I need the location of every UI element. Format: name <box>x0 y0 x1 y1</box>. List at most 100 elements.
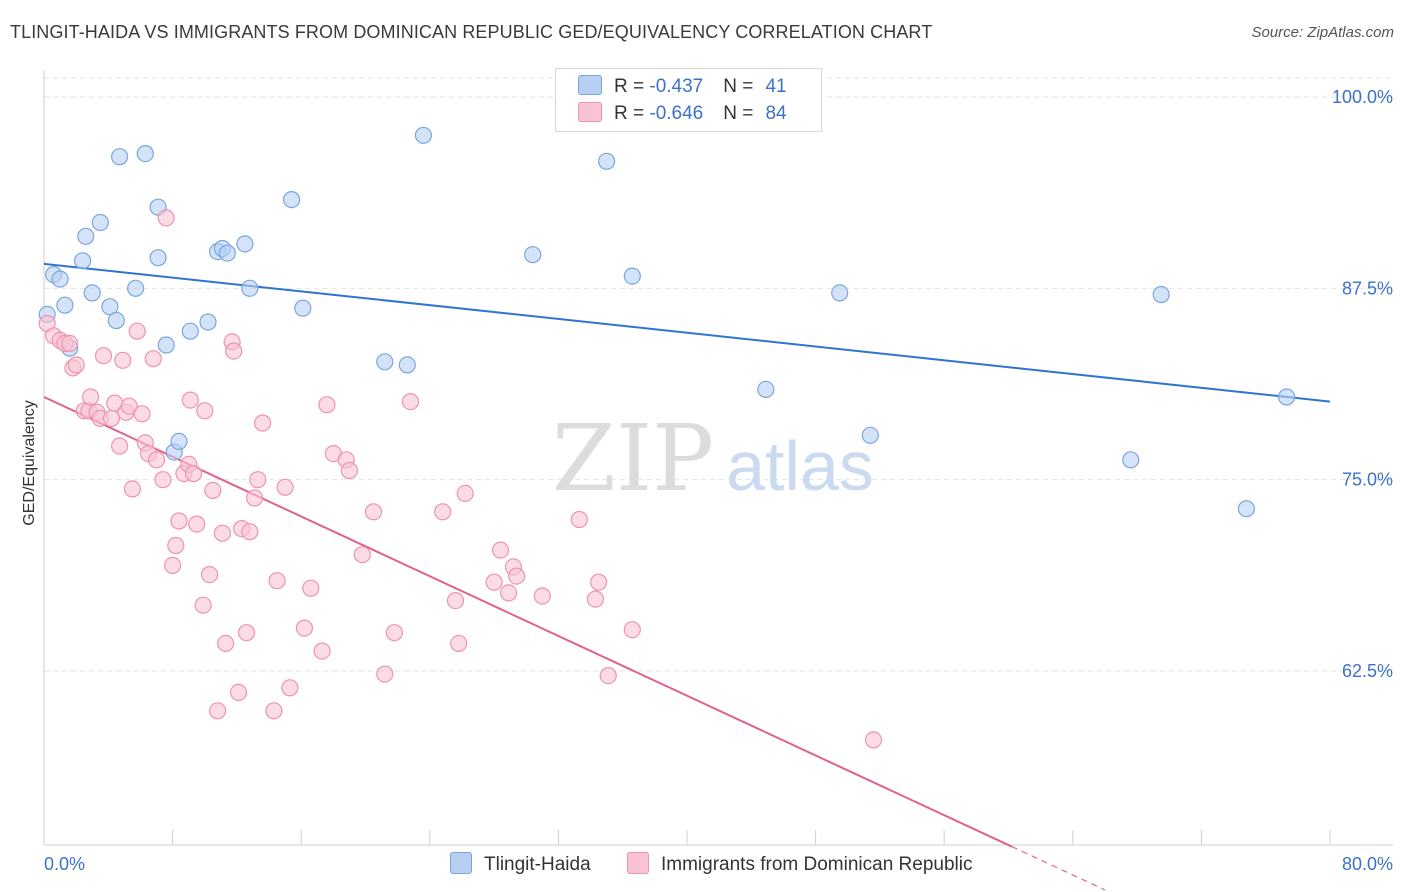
dominican-point <box>364 503 383 521</box>
legend-row-dominican: R = -0.646 N = 84 <box>578 102 787 125</box>
source-credit: Source: ZipAtlas.com <box>1251 24 1394 41</box>
dominican-point <box>194 596 212 614</box>
tlingit-point <box>101 298 119 316</box>
dominican-point <box>281 679 299 697</box>
dominican-point <box>446 591 465 610</box>
legend: R = -0.437 N = 41 R = -0.646 N = 84 <box>555 68 822 132</box>
bottom-legend-swatch-blue <box>450 852 472 874</box>
tlingit-point <box>376 353 394 371</box>
tlingit-point <box>236 235 254 253</box>
watermark-atlas: atlas <box>726 427 874 505</box>
dominican-point <box>434 503 452 521</box>
dominican-point <box>184 464 203 483</box>
dominican-point <box>507 567 526 585</box>
y-axis-label: GED/Equivalency <box>21 400 38 525</box>
dominican-point <box>401 393 420 411</box>
legend-n-value: 84 <box>765 103 787 124</box>
tlingit-point <box>73 252 92 270</box>
tlingit-point <box>110 148 129 166</box>
dominican-point <box>599 666 617 685</box>
dominican-point <box>353 546 371 564</box>
legend-r-label: R = <box>614 76 650 97</box>
tlingit-point <box>181 322 199 340</box>
dominican-point <box>295 619 313 637</box>
data-points <box>38 126 1296 749</box>
bottom-legend-dominican: Immigrants from Dominican Republic <box>627 852 973 876</box>
tlingit-point <box>283 191 301 209</box>
tlingit-point <box>157 336 175 354</box>
tlingit-point <box>199 313 217 331</box>
dominican-point <box>864 731 883 749</box>
dominican-point <box>302 579 320 597</box>
dominican-point <box>340 461 358 480</box>
dominican-point <box>623 621 641 639</box>
tlingit-point <box>91 213 109 232</box>
legend-r-value: -0.437 <box>649 76 704 97</box>
y-tick-label: 75.0% <box>1342 470 1393 490</box>
watermark-zip: ZIP <box>552 405 714 512</box>
tlingit-point <box>294 299 312 317</box>
tlingit-point <box>831 284 849 302</box>
dominican-point <box>313 642 331 660</box>
tlingit-point <box>136 145 154 163</box>
tlingit-point <box>51 270 69 288</box>
tlingit-point <box>149 249 167 267</box>
dominican-point <box>268 572 286 590</box>
dominican-point <box>225 342 243 360</box>
legend-n-label: N = <box>723 103 759 124</box>
dominican-point <box>181 391 199 409</box>
tlingit-point <box>1277 388 1296 406</box>
dominican-point <box>94 347 113 365</box>
x-tick-label: 0.0% <box>44 854 85 874</box>
tlingit-point <box>1152 285 1170 304</box>
watermark: ZIP atlas <box>552 405 874 512</box>
dominican-point <box>500 584 518 602</box>
dominican-trend-line <box>43 396 1013 848</box>
tlingit-point <box>83 284 101 302</box>
tlingit-point <box>241 279 259 297</box>
dominican-point <box>61 334 79 352</box>
dominican-point <box>209 702 227 720</box>
tlingit-point <box>623 267 641 285</box>
legend-swatch-pink <box>578 102 602 122</box>
dominican-point <box>246 489 264 507</box>
dominican-point <box>485 573 503 591</box>
gridlines <box>44 77 1393 672</box>
dominican-point <box>237 624 256 642</box>
legend-row-tlingit: R = -0.437 N = 41 <box>578 75 787 98</box>
dominican-point <box>586 590 605 608</box>
tlingit-point <box>127 279 145 297</box>
dominican-point <box>114 351 132 369</box>
tlingit-trend-line <box>43 262 1331 403</box>
tlingit-point <box>524 246 542 264</box>
dominican-point <box>276 478 294 496</box>
dominican-point <box>188 515 206 533</box>
tlingit-point <box>861 426 879 444</box>
trend-lines <box>43 262 1331 891</box>
dominican-point <box>265 702 283 720</box>
y-tick-label: 62.5% <box>1342 661 1393 681</box>
tlingit-point <box>757 380 775 398</box>
dominican-point <box>318 396 336 414</box>
legend-n-label: N = <box>723 76 759 97</box>
dominican-point <box>491 541 510 559</box>
y-tick-label: 87.5% <box>1342 278 1393 298</box>
dominican-point <box>81 388 100 406</box>
tlingit-point <box>1237 500 1256 518</box>
dominican-point <box>589 573 608 591</box>
dominican-point <box>164 556 182 575</box>
dominican-point <box>229 683 248 702</box>
legend-n-value: 41 <box>765 76 787 97</box>
tlingit-point <box>218 244 236 262</box>
dominican-point <box>147 451 166 469</box>
dominican-trend-extension <box>1011 846 1106 891</box>
bottom-legend-label: Immigrants from Dominican Republic <box>661 854 973 875</box>
bottom-legend-label: Tlingit-Haida <box>484 854 591 875</box>
dominican-point <box>67 356 85 374</box>
dominican-point <box>201 565 219 584</box>
dominican-point <box>204 481 222 499</box>
dominican-point <box>102 409 121 427</box>
bottom-legend-swatch-pink <box>627 852 649 874</box>
dominican-point <box>456 484 474 502</box>
dominican-point <box>213 524 231 542</box>
